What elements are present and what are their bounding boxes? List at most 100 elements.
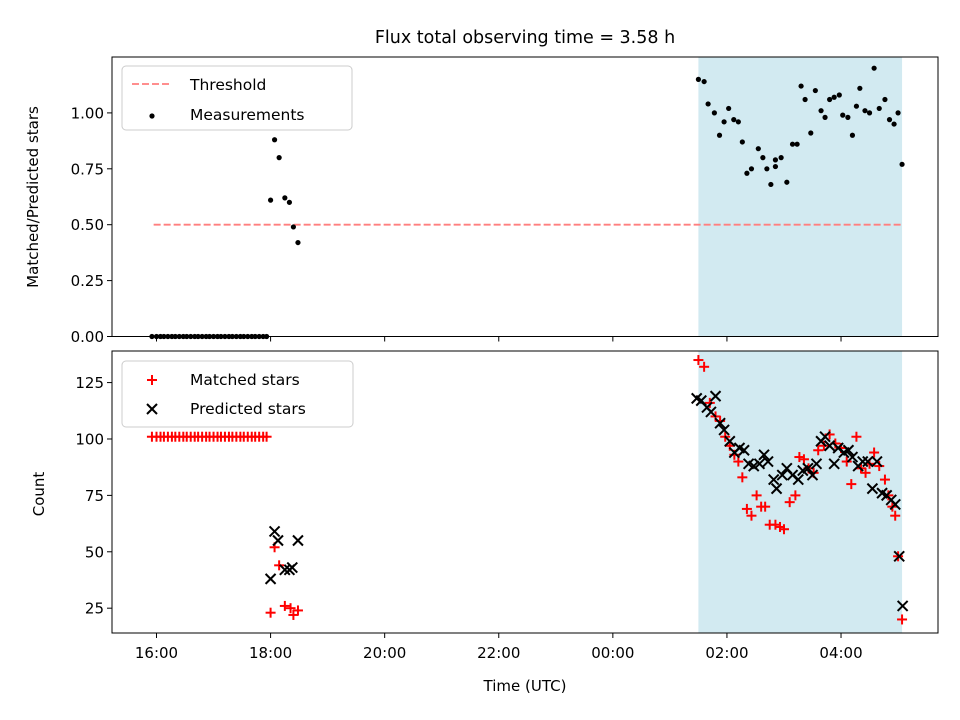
- predicted-point-b: [842, 444, 855, 456]
- predicted-point-b: [889, 498, 901, 511]
- span-highlight: [698, 57, 903, 337]
- measurement-point: [726, 105, 732, 112]
- matched-point: [897, 614, 908, 625]
- predicted-point-b: [876, 487, 888, 499]
- predicted-point-b: [705, 406, 717, 418]
- legend-label-predicted: Predicted stars: [190, 400, 306, 418]
- x-tick-label: 04:00: [819, 644, 862, 662]
- measurement-point: [778, 155, 784, 161]
- predicted-point-b: [832, 442, 844, 454]
- measurement-point: [831, 94, 837, 100]
- matched-point: [261, 431, 272, 442]
- y-tick-label: 100: [75, 430, 104, 448]
- measurement-point: [866, 110, 873, 116]
- measurement-point: [772, 163, 779, 170]
- matched-point: [841, 456, 852, 467]
- predicted-point: [724, 435, 736, 447]
- matched-point: [285, 603, 296, 614]
- predicted-point-b: [866, 482, 879, 495]
- measurement-point: [295, 239, 301, 246]
- predicted-point-b: [753, 458, 766, 470]
- predicted-point: [819, 431, 831, 443]
- predicted-point: [806, 469, 819, 481]
- measurement-point: [739, 139, 745, 145]
- legend-label-measurements: Measurements: [190, 106, 305, 124]
- predicted-point-b: [733, 442, 746, 454]
- predicted-point-b: [718, 424, 730, 436]
- y-tick-label: 0.00: [71, 328, 104, 346]
- matched-point: [851, 431, 862, 442]
- predicted-point: [292, 534, 304, 547]
- matched-point: [818, 440, 829, 451]
- measurement-point: [891, 121, 897, 127]
- y-axis-label: Count: [30, 472, 48, 517]
- y-ticks: 0.00 0.25 0.50 0.75 1.00: [71, 104, 112, 346]
- matched-point: [746, 510, 757, 521]
- measurement-point: [871, 65, 877, 71]
- predicted-point: [856, 455, 869, 468]
- predicted-point: [842, 444, 855, 456]
- measurement-point: [716, 132, 723, 138]
- matched-point: [292, 605, 303, 616]
- x-ticks: 16:00 18:00 20:00 22:00 00:00 02:00 04:00: [135, 633, 863, 662]
- y-ticks: 25 50 75 100 125: [75, 374, 112, 618]
- matched-point: [846, 479, 857, 490]
- measurement-point: [899, 161, 905, 167]
- predicted-point-b: [286, 561, 298, 574]
- x-tick-label: 18:00: [249, 644, 292, 662]
- y-tick-label: 50: [85, 543, 104, 561]
- predicted-point-b: [802, 462, 814, 475]
- measurement-point: [276, 155, 282, 161]
- legend: Threshold Measurements: [121, 65, 353, 131]
- predicted-point: [768, 473, 780, 486]
- count-panel: 25 50 75 100 125 16:00 18:00 20:00 22:00 00:00 02…: [30, 350, 939, 695]
- matched-point: [794, 452, 805, 463]
- legend-label-matched: Matched stars: [190, 371, 300, 389]
- predicted-point-b: [758, 449, 770, 461]
- predicted-point: [871, 455, 883, 468]
- predicted-point: [264, 573, 277, 585]
- predicted-point-b: [742, 458, 755, 470]
- predicted-point: [828, 458, 840, 470]
- predicted-point-b: [896, 600, 909, 612]
- y-tick-label: 25: [85, 600, 104, 618]
- measurement-point: [744, 170, 750, 176]
- measurement-point: [862, 108, 868, 114]
- matched-point: [784, 497, 795, 508]
- matched-point: [274, 560, 285, 571]
- measurement-point: [768, 181, 774, 188]
- predicted-point-b: [856, 455, 869, 468]
- x-tick-label: 22:00: [477, 644, 520, 662]
- measurement-point: [784, 179, 790, 185]
- measurement-point: [895, 110, 901, 116]
- predicted-point-b: [810, 458, 823, 470]
- predicted-point-b: [695, 394, 707, 407]
- chart-title: Flux total observing time = 3.58 h: [375, 28, 675, 48]
- matched-point: [813, 445, 824, 456]
- legend-matched-swatch: [147, 375, 157, 385]
- measurement-point: [882, 96, 888, 103]
- measurement-point: [818, 108, 824, 114]
- matched-point: [693, 355, 704, 366]
- predicted-point-b: [846, 451, 859, 463]
- predicted-point: [792, 473, 804, 486]
- x-tick-label: 16:00: [135, 644, 178, 662]
- measurement-point: [282, 195, 288, 201]
- matched-point: [288, 609, 299, 620]
- predicted-point-b: [768, 473, 780, 486]
- predicted-point-b: [292, 534, 304, 547]
- predicted-point: [802, 462, 814, 475]
- predicted-point: [758, 449, 770, 461]
- y-tick-label: 75: [85, 487, 104, 505]
- measurement-point: [789, 141, 796, 147]
- measurement-point: [840, 112, 846, 118]
- x-tick-label: 02:00: [705, 644, 748, 662]
- predicted-point-b: [828, 458, 840, 470]
- predicted-point: [776, 469, 788, 481]
- predicted-points: [264, 390, 909, 612]
- measurement-point: [827, 96, 833, 103]
- measurement-point: [705, 101, 711, 107]
- predicted-point-b: [738, 444, 750, 456]
- legend-label-threshold: Threshold: [189, 76, 266, 94]
- predicted-point: [268, 525, 281, 538]
